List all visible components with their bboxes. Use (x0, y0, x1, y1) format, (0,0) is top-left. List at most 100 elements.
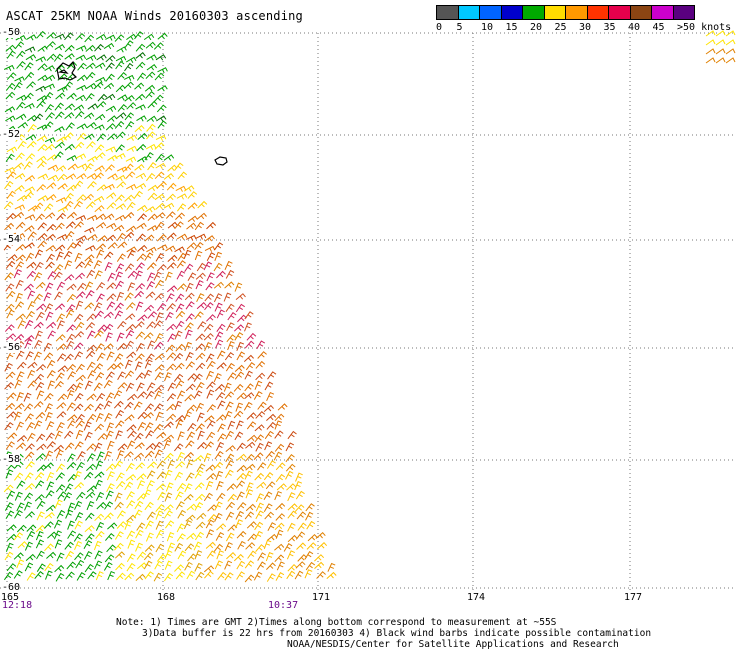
wind-barb (5, 153, 15, 162)
wind-barb (105, 105, 117, 112)
wind-barb (23, 492, 34, 501)
wind-barb (705, 39, 716, 46)
wind-barb (137, 213, 147, 222)
wind-barb (23, 392, 32, 402)
wind-barb (217, 400, 226, 410)
wind-barb (215, 470, 224, 481)
wind-barb (115, 263, 125, 273)
wind-barb (25, 252, 35, 262)
wind-barb (35, 281, 46, 290)
wind-barb (305, 503, 315, 512)
wind-barb (143, 332, 154, 340)
wind-barb (124, 40, 134, 49)
wind-barb (95, 152, 106, 160)
wind-barb (76, 194, 87, 202)
wind-barb (56, 281, 66, 291)
wind-barb (113, 362, 124, 370)
wind-barb (106, 202, 117, 210)
wind-barb (37, 160, 47, 169)
wind-barb (245, 503, 256, 512)
wind-barb (84, 525, 95, 533)
wind-barb (275, 502, 286, 511)
wind-barb (125, 171, 136, 179)
wind-barb (276, 561, 285, 571)
wind-barb (225, 511, 235, 521)
wind-barb (287, 492, 296, 502)
wind-barb (53, 530, 62, 540)
scale-label: 25 (554, 22, 567, 33)
wind-barb (136, 233, 146, 242)
wind-barb (236, 472, 247, 481)
wind-barb (197, 200, 208, 209)
wind-barb (144, 359, 153, 369)
wind-barb (155, 202, 166, 210)
wind-barb (225, 501, 235, 510)
wind-barb (194, 502, 204, 511)
wind-barb (56, 402, 67, 410)
wind-barb (206, 529, 215, 539)
wind-barb (195, 493, 206, 502)
wind-barb (163, 154, 175, 161)
wind-barb (114, 542, 124, 551)
wind-barb (185, 440, 195, 449)
wind-barb (226, 483, 237, 491)
wind-barb (86, 500, 95, 511)
wind-barb (176, 451, 185, 462)
wind-barb (74, 313, 84, 322)
wind-barb (206, 360, 216, 370)
wind-barb (76, 173, 87, 180)
wind-barb (126, 500, 136, 509)
wind-barb (125, 340, 134, 350)
wind-barb (235, 303, 245, 313)
wind-barb (214, 331, 224, 341)
wind-barb (205, 480, 214, 491)
wind-barb (56, 136, 67, 143)
wind-barb (74, 540, 83, 551)
wind-barb (167, 542, 175, 552)
wind-barb (204, 293, 214, 302)
wind-barb (135, 282, 146, 291)
wind-barb (26, 81, 36, 89)
wind-barb (84, 34, 95, 43)
wind-barb (185, 301, 195, 310)
wind-barb (217, 433, 227, 442)
wind-barb (195, 343, 205, 352)
wind-barb (214, 251, 222, 261)
wind-barb (205, 370, 215, 380)
wind-barb (5, 441, 15, 450)
wind-barb (155, 221, 165, 231)
wind-barb (76, 461, 85, 471)
wind-barb (163, 172, 174, 180)
wind-barb (87, 103, 98, 110)
wind-barb (114, 353, 124, 362)
wind-barb (84, 163, 94, 172)
wind-barb (57, 173, 68, 182)
wind-barb (57, 206, 69, 213)
wind-barb (196, 293, 205, 303)
wind-barb (145, 71, 156, 79)
wind-barb (187, 272, 197, 282)
wind-barb (155, 54, 167, 61)
wind-barb (73, 533, 83, 542)
wind-barb (74, 512, 84, 521)
wind-barb (115, 55, 127, 63)
wind-barb (77, 132, 87, 141)
wind-barb (136, 222, 147, 229)
wind-barb (95, 571, 104, 581)
wind-barb (225, 430, 234, 440)
wind-barb (287, 430, 297, 440)
wind-barb (6, 411, 17, 419)
wind-barb (56, 353, 67, 362)
wind-barb (75, 215, 87, 222)
wind-barb (86, 71, 96, 80)
wind-barb (136, 72, 147, 81)
wind-barb (224, 281, 235, 289)
wind-barb (84, 431, 93, 441)
wind-barb (184, 322, 194, 331)
wind-barb (206, 404, 216, 413)
scale-label: >50 knots (677, 22, 732, 33)
wind-barb (66, 61, 78, 70)
wind-barb (177, 171, 188, 180)
wind-barb (234, 332, 244, 341)
wind-barb (85, 350, 96, 359)
